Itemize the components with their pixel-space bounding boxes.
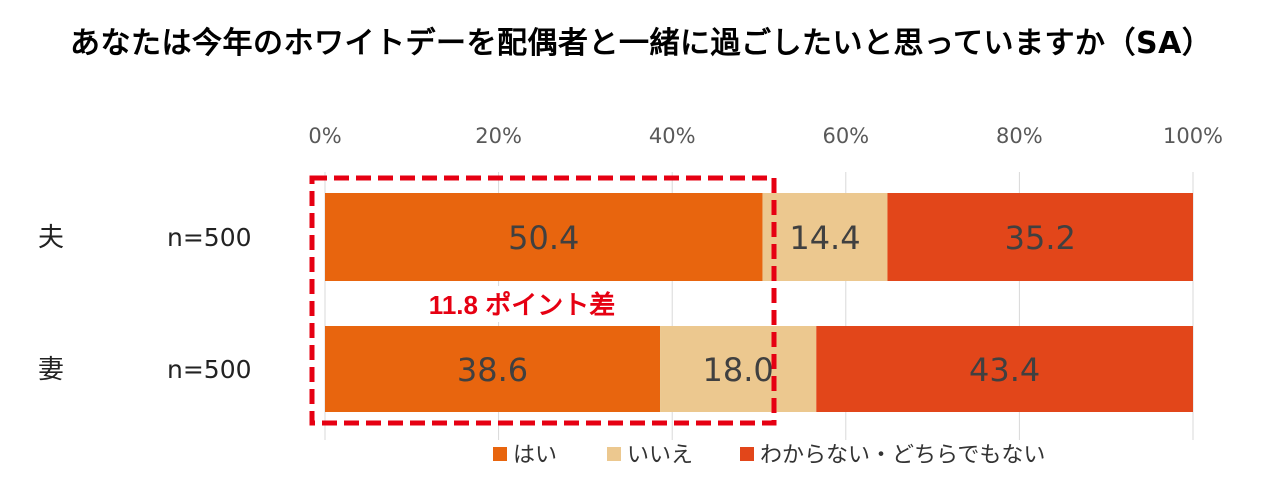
- data-label: 50.4: [508, 219, 579, 257]
- point-difference-annotation: 11.8 ポイント差: [429, 290, 615, 320]
- sample-size-label: n=500: [167, 223, 252, 252]
- legend-swatch: [607, 447, 621, 461]
- annotation-background: [412, 286, 632, 322]
- bar-segment: [660, 326, 817, 412]
- x-tick-label: 100%: [1163, 124, 1223, 148]
- x-tick-label: 40%: [649, 124, 696, 148]
- data-labels: 50.4 14.4 35.2 38.6 18.0 43.4: [457, 219, 1076, 389]
- bar-segment: [816, 326, 1193, 412]
- bar-segment: [762, 193, 888, 281]
- highlight-dashed-box: [309, 175, 777, 426]
- data-label: 35.2: [1005, 219, 1076, 257]
- legend-label: はい: [513, 443, 557, 468]
- bar-segment: [325, 193, 763, 281]
- data-label: 14.4: [789, 219, 860, 257]
- x-tick-label: 80%: [996, 124, 1043, 148]
- sample-size-label: n=500: [167, 355, 252, 384]
- x-tick-label: 20%: [475, 124, 522, 148]
- data-label: 38.6: [457, 351, 528, 389]
- legend-swatch: [740, 447, 754, 461]
- legend: はい いいえ わからない・どちらでもない: [493, 443, 1045, 468]
- bar-segment: [887, 193, 1193, 281]
- bar-segment: [325, 326, 661, 412]
- highlight-group: 11.8 ポイント差: [309, 175, 777, 426]
- category-label: 妻: [38, 355, 64, 385]
- x-axis-ticks: 0% 20% 40% 60% 80% 100%: [308, 124, 1223, 148]
- chart-title: あなたは今年のホワイトデーを配偶者と一緒に過ごしたいと思っていますか（SA）: [70, 26, 1213, 61]
- data-label: 18.0: [703, 351, 774, 389]
- data-label: 43.4: [969, 351, 1040, 389]
- legend-label: わからない・どちらでもない: [760, 443, 1045, 468]
- legend-label: いいえ: [627, 443, 693, 468]
- legend-swatch: [493, 447, 507, 461]
- x-tick-label: 0%: [308, 124, 341, 148]
- x-tick-label: 60%: [822, 124, 869, 148]
- row-labels: 夫 n=500 妻 n=500: [38, 223, 252, 385]
- bars: [325, 193, 1193, 412]
- category-label: 夫: [38, 223, 64, 253]
